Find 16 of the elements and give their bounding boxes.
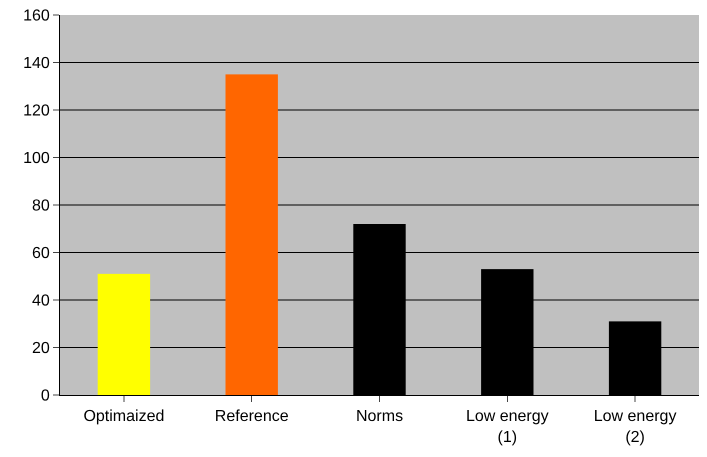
y-tick-label: 20: [32, 340, 50, 358]
y-tick-label: 100: [23, 150, 50, 168]
y-tick-label: 140: [23, 55, 50, 72]
x-tick-label: Reference: [214, 408, 289, 426]
x-tick-label: Low energy (2): [594, 408, 676, 446]
x-tick-label: Low energy (1): [466, 408, 549, 446]
x-tick-label: Norms: [356, 408, 404, 426]
y-tick-label: 80: [32, 198, 50, 215]
y-tick-label: 120: [23, 102, 50, 120]
bar: [226, 74, 278, 395]
y-tick-label: 60: [32, 245, 50, 262]
bar: [98, 274, 150, 395]
y-tick-label: 40: [32, 292, 50, 310]
x-tick-label: Optimaized: [83, 408, 164, 426]
y-tick-label: 0: [40, 388, 50, 405]
y-tick-label: 160: [23, 8, 50, 25]
